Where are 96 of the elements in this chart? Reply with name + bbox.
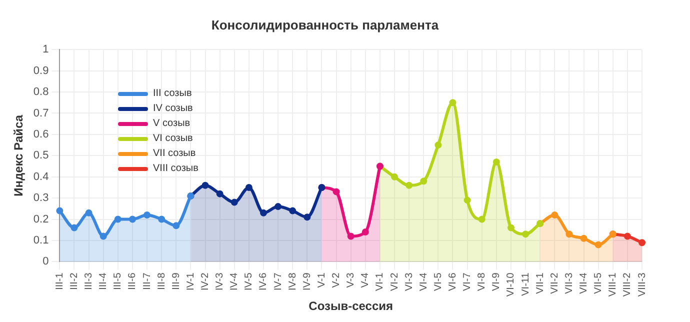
x-tick-label: VII-5 (593, 272, 604, 294)
y-tick-label: 0.4 (33, 170, 49, 183)
point (478, 216, 486, 223)
x-tick-label: III-6 (127, 272, 138, 290)
y-tick-label: 0.5 (33, 150, 49, 162)
x-tick-label: VI-3 (404, 272, 415, 292)
x-tick-label: III-5 (112, 272, 124, 290)
y-tick-label: 0.3 (33, 192, 49, 204)
x-tick-label: III-2 (69, 272, 80, 290)
point (406, 182, 413, 189)
x-tick-label: VII-4 (578, 272, 590, 294)
x-tick-label: VI-6 (448, 272, 458, 292)
point (260, 209, 267, 216)
x-tick-label: III-1 (54, 272, 66, 290)
point (449, 99, 456, 106)
x-tick-label: V-3 (346, 272, 357, 288)
point (202, 182, 209, 189)
point (566, 230, 573, 238)
point (580, 234, 588, 242)
point (114, 216, 122, 223)
x-tick-label: III-7 (142, 272, 153, 290)
x-tick-label: IV-9 (302, 272, 313, 290)
legend-label: VII созыв (153, 147, 196, 161)
x-tick-label: VII-3 (564, 272, 575, 294)
x-tick-label: IV-7 (272, 272, 284, 290)
x-tick-label: IV-3 (214, 272, 226, 290)
legend-label: VIII созыв (153, 162, 198, 176)
legend-label: IV созыв (153, 102, 193, 116)
x-tick-label: VII-2 (549, 272, 560, 294)
x-tick-label: IV-5 (244, 272, 255, 290)
legend-label: VI созыв (153, 132, 193, 146)
point (594, 241, 602, 248)
y-tick-label: 0.6 (33, 128, 49, 140)
point (391, 173, 398, 180)
x-tick-label: III-8 (156, 272, 168, 290)
x-tick-label: VI-9 (491, 272, 502, 292)
point (230, 198, 238, 206)
x-axis-title: Созыв-сессия (308, 299, 394, 314)
point (304, 214, 311, 221)
point (70, 224, 78, 232)
point (274, 203, 282, 210)
point (362, 228, 369, 236)
y-tick-label: 0.2 (33, 213, 49, 226)
legend-label: III созыв (153, 87, 192, 101)
legend-label: V созыв (153, 117, 190, 131)
x-tick-label: VI-10 (506, 272, 517, 297)
y-tick-label: 0.1 (33, 234, 49, 247)
point (420, 178, 428, 185)
x-tick-label: VI-4 (418, 272, 430, 292)
x-tick-label: VIII-1 (608, 272, 619, 297)
x-tick-label: III-9 (170, 272, 182, 290)
x-tick-label: IV-2 (200, 272, 212, 290)
x-tick-label: VIII-2 (622, 272, 634, 297)
point (332, 188, 340, 196)
y-tick-label: 0.8 (33, 86, 49, 98)
point (158, 216, 166, 223)
point (56, 207, 64, 214)
point (434, 142, 442, 149)
point (172, 222, 180, 230)
x-tick-label: VI-2 (389, 272, 400, 292)
point (245, 184, 252, 191)
x-tick-label: VI-7 (462, 272, 474, 292)
point (492, 158, 500, 166)
point (216, 190, 224, 198)
point (522, 230, 530, 238)
point (128, 216, 136, 223)
x-tick-label: VI-1 (374, 272, 386, 292)
point (464, 196, 471, 204)
chart-title: Консолидированность парламента (211, 17, 440, 32)
x-tick-label: VII-1 (534, 272, 546, 294)
x-tick-label: IV-1 (185, 272, 196, 290)
x-tick-label: IV-4 (229, 272, 240, 290)
point (100, 232, 107, 240)
x-tick-label: IV-6 (258, 272, 270, 290)
y-axis-title: Индекс Райса (12, 114, 26, 196)
y-tick-label: 0.7 (33, 107, 49, 120)
y-tick-label: 1 (42, 44, 49, 56)
x-tick-label: V-4 (360, 272, 372, 288)
x-tick-label: VI-8 (476, 272, 488, 292)
point (289, 207, 296, 214)
point (144, 212, 151, 219)
y-tick-label: 0 (42, 256, 49, 268)
point (551, 212, 558, 219)
x-tick-label: III-4 (98, 272, 110, 290)
x-tick-label: VI-5 (432, 272, 444, 292)
x-tick-label: V-2 (331, 272, 342, 288)
point (638, 239, 646, 246)
x-tick-label: IV-8 (287, 272, 298, 290)
y-tick-label: 0.9 (33, 64, 49, 77)
x-tick-label: VI-11 (520, 272, 532, 296)
x-tick-label: III-3 (84, 272, 95, 290)
x-tick-label: VIII-3 (636, 272, 648, 297)
point (507, 224, 514, 232)
point (347, 232, 354, 240)
point (85, 209, 92, 216)
x-tick-label: V-1 (316, 272, 328, 288)
